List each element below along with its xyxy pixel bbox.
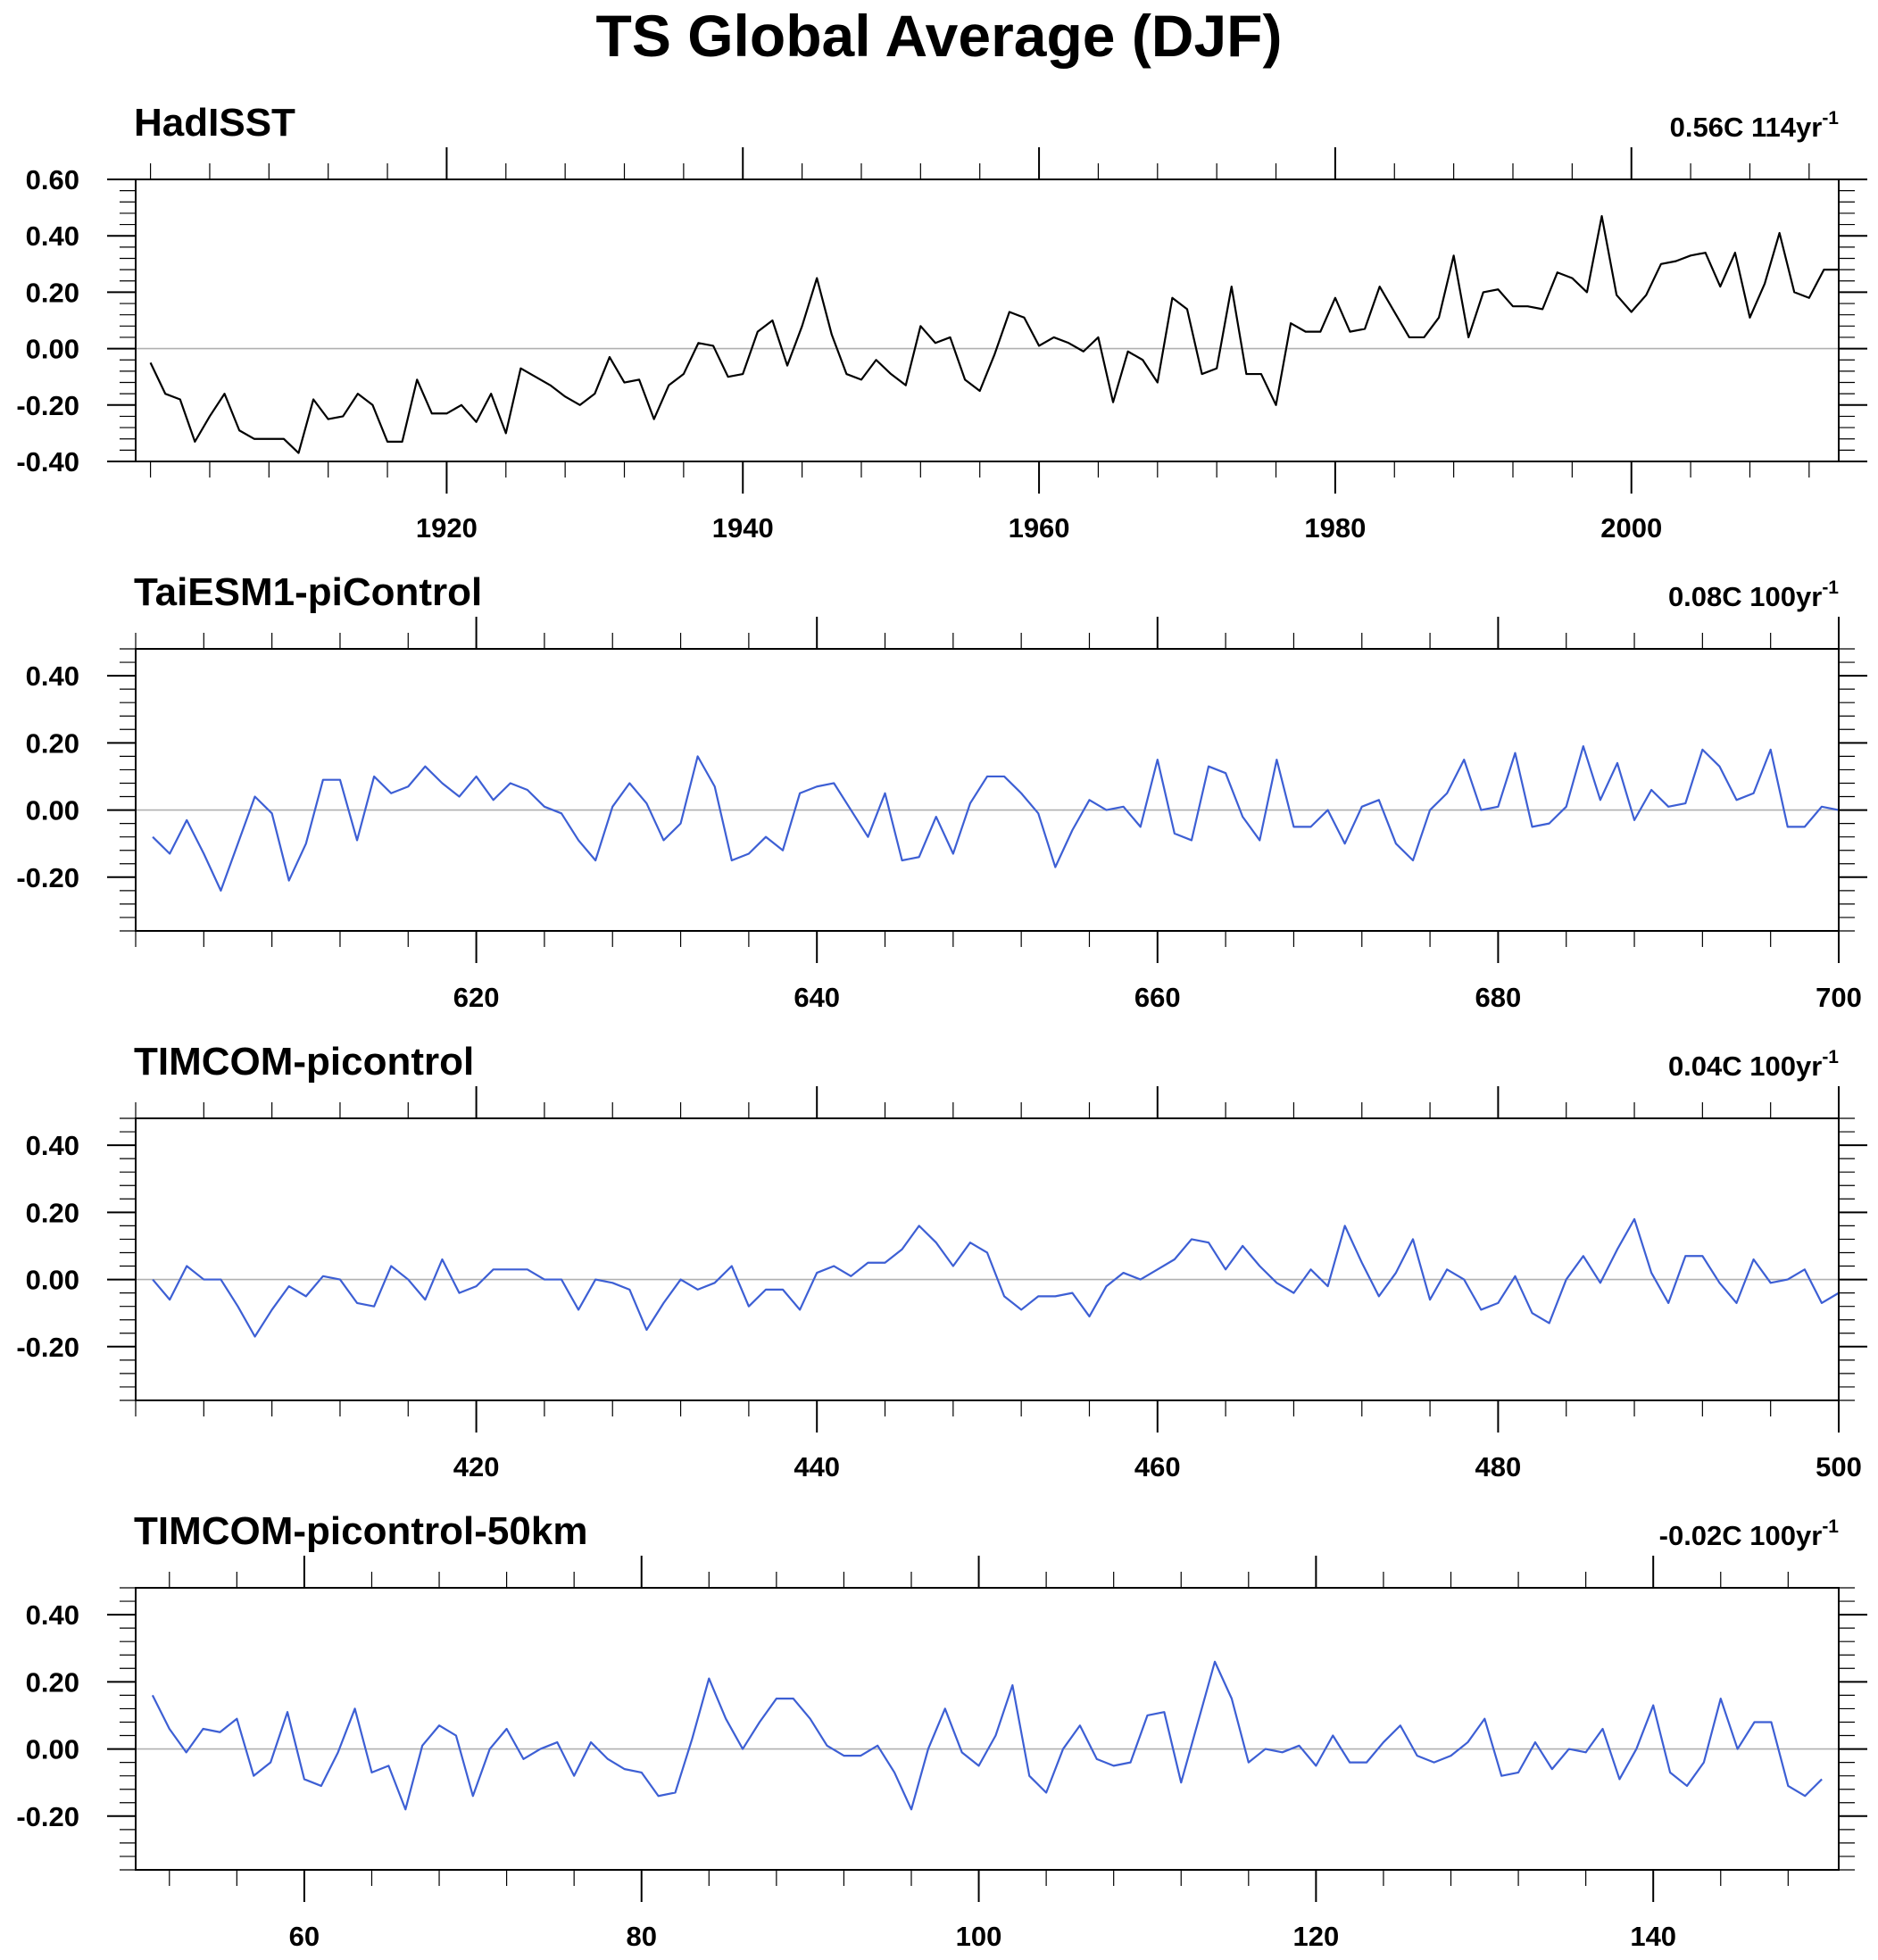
x-tick-label: 140 <box>1630 1921 1676 1952</box>
trend-value: 0.08C 100yr <box>1668 581 1822 612</box>
x-tick-label: 660 <box>1134 982 1181 1013</box>
series-line <box>152 1217 1840 1338</box>
panel-2: TaiESM1-piControl 0.08C 100yr-1 -0.20 0.00 0… <box>16 570 1867 1013</box>
panel-frame <box>135 648 1840 932</box>
x-tick-label: 100 <box>956 1921 1002 1952</box>
y-tick-label: -0.20 <box>16 390 79 421</box>
x-tick-label: 500 <box>1816 1451 1862 1482</box>
y-tick-label: 0.20 <box>26 1666 79 1698</box>
x-tick-label: 1980 <box>1304 512 1366 544</box>
series-line <box>151 1660 1823 1811</box>
x-tick-label: 680 <box>1475 982 1522 1013</box>
panel-frame <box>135 179 1840 462</box>
panel-title: TIMCOM-picontrol-50km <box>134 1509 587 1553</box>
y-tick-label: 0.00 <box>26 795 79 826</box>
trend-label: 0.04C 100yr-1 <box>1668 1047 1839 1082</box>
x-tick-label: 1960 <box>1009 512 1070 544</box>
figure-title: TS Global Average (DJF) <box>595 3 1283 69</box>
x-tick-label: 1940 <box>712 512 774 544</box>
trend-value: 0.56C 114yr <box>1670 112 1823 143</box>
series-line <box>149 214 1839 454</box>
y-tick-label: 0.60 <box>26 164 79 195</box>
y-tick-label: -0.20 <box>16 862 79 893</box>
y-tick-label: 0.00 <box>26 1265 79 1296</box>
x-tick-label: 640 <box>794 982 840 1013</box>
panel-frame <box>135 1117 1840 1401</box>
trend-label: 0.08C 100yr-1 <box>1668 577 1839 612</box>
x-tick-label: 460 <box>1134 1451 1181 1482</box>
panel-1: HadISST 0.56C 114yr-1 -0.40 -0.20 0.00 0.20 0.… <box>16 101 1867 544</box>
trend-value: -0.02C 100yr <box>1659 1520 1823 1551</box>
x-tick-label: 420 <box>453 1451 500 1482</box>
x-tick-label: 700 <box>1816 982 1862 1013</box>
trend-label: -0.02C 100yr-1 <box>1659 1516 1840 1551</box>
y-tick-label: 0.20 <box>26 727 79 759</box>
x-tick-label: 2000 <box>1600 512 1662 544</box>
trend-value: 0.04C 100yr <box>1668 1051 1822 1082</box>
trend-exponent: -1 <box>1822 1047 1839 1067</box>
trend-label: 0.56C 114yr-1 <box>1670 108 1840 143</box>
y-tick-label: -0.20 <box>16 1801 79 1832</box>
x-tick-label: 440 <box>794 1451 840 1482</box>
panel-frame <box>135 1587 1840 1871</box>
trend-exponent: -1 <box>1822 577 1839 598</box>
panel-title: TIMCOM-picontrol <box>134 1040 474 1084</box>
y-tick-label: -0.20 <box>16 1332 79 1363</box>
y-tick-label: 0.40 <box>26 220 79 252</box>
x-tick-label: 1920 <box>416 512 478 544</box>
y-tick-label: 0.40 <box>26 1599 79 1631</box>
panel-3: TIMCOM-picontrol 0.04C 100yr-1 -0.20 0.00 0.… <box>16 1040 1867 1482</box>
x-tick-label: 60 <box>289 1921 320 1952</box>
x-tick-label: 620 <box>453 982 500 1013</box>
trend-exponent: -1 <box>1822 1516 1839 1537</box>
y-tick-label: 0.00 <box>26 1734 79 1765</box>
y-tick-label: 0.40 <box>26 1130 79 1161</box>
y-tick-label: 0.20 <box>26 1197 79 1228</box>
y-tick-label: 0.00 <box>26 334 79 365</box>
y-tick-label: 0.20 <box>26 277 79 308</box>
series-line <box>152 744 1840 892</box>
panel-4: TIMCOM-picontrol-50km -0.02C 100yr-1 -0.20… <box>16 1509 1867 1952</box>
x-tick-label: 80 <box>626 1921 656 1952</box>
trend-exponent: -1 <box>1822 108 1839 129</box>
y-tick-label: 0.40 <box>26 660 79 692</box>
x-tick-label: 120 <box>1293 1921 1340 1952</box>
panel-title: TaiESM1-piControl <box>134 570 482 614</box>
panel-title: HadISST <box>134 101 295 145</box>
y-tick-label: -0.40 <box>16 446 79 478</box>
x-tick-label: 480 <box>1475 1451 1522 1482</box>
